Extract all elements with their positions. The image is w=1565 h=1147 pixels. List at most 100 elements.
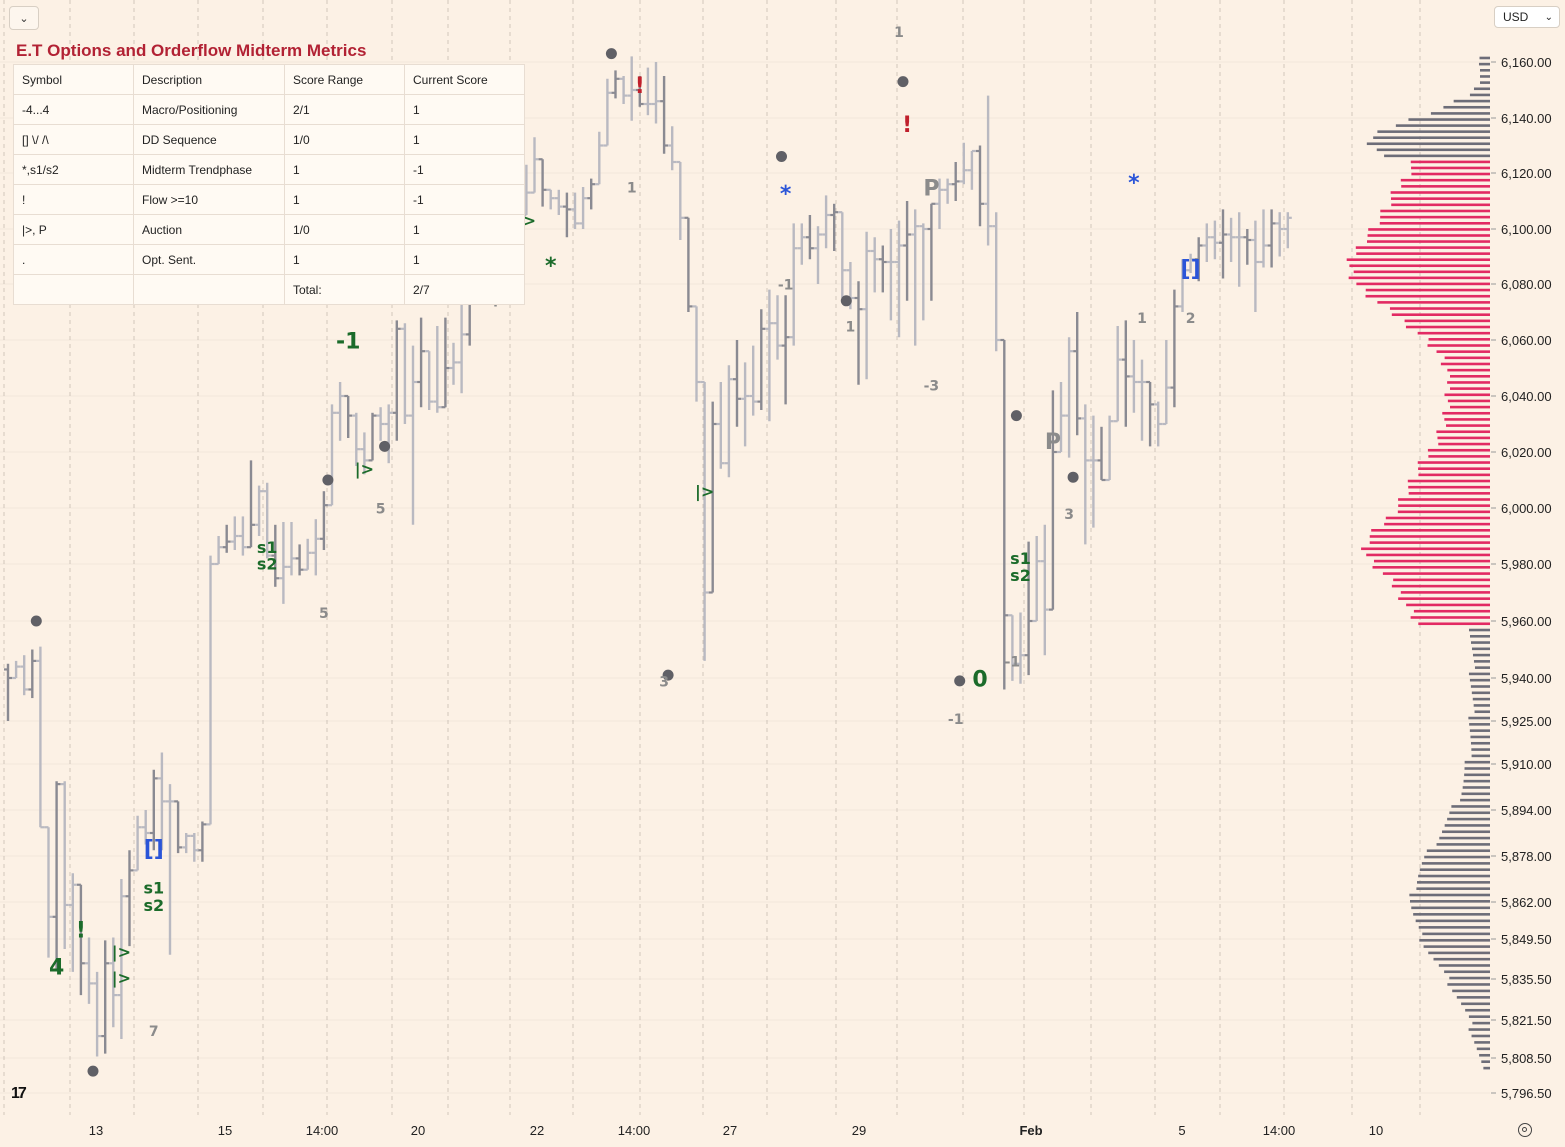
volume-profile-row — [1346, 258, 1490, 261]
volume-profile-row — [1410, 160, 1490, 164]
metrics-title: E.T Options and Orderflow Midterm Metric… — [16, 41, 367, 60]
signal-label: [] — [1181, 257, 1201, 282]
volume-profile-row — [1446, 424, 1490, 427]
volume-profile-row — [1438, 964, 1490, 967]
volume-profile-row — [1426, 849, 1490, 853]
volume-profile-row — [1418, 926, 1490, 929]
table-row: *,s1/s2 Midterm Trendphase 1 -1 — [13, 154, 525, 185]
volume-profile-row — [1365, 294, 1490, 298]
volume-profile-row — [1442, 411, 1490, 415]
table-cell: Midterm Trendphase — [133, 154, 285, 185]
signal-label: 5 — [376, 502, 386, 518]
volume-profile-row — [1468, 1028, 1490, 1031]
signal-label: 0 — [972, 668, 987, 693]
volume-profile-row — [1440, 362, 1490, 366]
tradingview-logo-icon[interactable]: 17 — [11, 1085, 27, 1102]
price-tick-label: 6,140.00 — [1501, 111, 1552, 126]
table-row: ! Flow >=10 1 -1 — [13, 184, 525, 215]
volume-profile-row — [1468, 672, 1490, 676]
volume-profile-row — [1408, 118, 1490, 121]
volume-profile-row — [1406, 603, 1490, 607]
price-tick-label: 5,960.00 — [1501, 614, 1552, 629]
table-cell: 1 — [284, 244, 405, 275]
signal-label: |> — [112, 943, 131, 963]
volume-profile-row — [1472, 697, 1490, 701]
price-axis[interactable]: 6,160.00 6,140.00 6,120.00 6,100.00 6,080.00… — [1491, 55, 1552, 1101]
volume-profile-row — [1470, 685, 1490, 688]
volume-profile-row — [1464, 767, 1490, 770]
volume-profile-row — [1427, 448, 1490, 452]
volume-profile-row — [1410, 900, 1490, 903]
volume-profile-row — [1391, 203, 1490, 207]
signal-label: 5 — [319, 606, 329, 622]
volume-profile-row — [1413, 609, 1490, 613]
signal-label: ! — [902, 113, 912, 138]
table-cell: *,s1/s2 — [13, 154, 134, 185]
volume-profile-row — [1424, 855, 1490, 859]
table-cell: |>, P — [13, 214, 134, 245]
volume-profile-row — [1469, 634, 1490, 638]
volume-profile-row — [1453, 99, 1490, 103]
signal-label: 3 — [1064, 507, 1074, 523]
volume-profile-row — [1408, 492, 1490, 495]
volume-profile-row — [1447, 983, 1490, 986]
volume-profile-row — [1408, 485, 1490, 489]
volume-profile-row — [1479, 56, 1490, 60]
table-cell: 1 — [404, 124, 525, 155]
table-cell: 1 — [404, 94, 525, 125]
volume-profile-row — [1428, 951, 1490, 955]
volume-profile-row — [1436, 843, 1490, 846]
signal-label: * — [1128, 171, 1140, 196]
total-label: Total: — [284, 274, 405, 305]
volume-profile-row — [1442, 830, 1490, 834]
volume-profile-row — [1433, 957, 1490, 961]
volume-profile — [1346, 56, 1490, 1070]
price-tick-label: 5,796.50 — [1501, 1086, 1552, 1101]
volume-profile-row — [1447, 817, 1490, 821]
volume-profile-row — [1427, 344, 1490, 347]
price-tick-label: 5,835.50 — [1501, 972, 1552, 987]
volume-profile-row — [1380, 215, 1490, 219]
volume-profile-row — [1436, 350, 1490, 353]
volume-profile-row — [1355, 246, 1490, 249]
volume-profile-row — [1472, 653, 1490, 657]
signal-label: s2 — [143, 896, 164, 915]
volume-profile-row — [1469, 729, 1490, 732]
price-tick-label: 6,080.00 — [1501, 277, 1552, 292]
volume-profile-row — [1462, 786, 1490, 789]
table-total-row: Total: 2/7 — [13, 274, 525, 305]
volume-profile-row — [1415, 919, 1490, 923]
volume-profile-row — [1365, 288, 1490, 292]
time-tick-label: 22 — [530, 1123, 544, 1138]
table-row: . Opt. Sent. 1 1 — [13, 244, 525, 275]
volume-profile-row — [1480, 81, 1490, 84]
signal-label: s2 — [257, 555, 278, 574]
volume-profile-row — [1449, 976, 1490, 980]
settings-icon[interactable] — [1518, 1123, 1532, 1137]
time-axis[interactable]: 13 15 14:00 20 22 14:00 27 29 Feb 5 14:00 10 — [89, 1123, 1383, 1138]
signal-label: 1 — [894, 25, 904, 41]
volume-profile-row — [1411, 172, 1490, 176]
volume-profile-row — [1469, 678, 1490, 682]
volume-profile-row — [1444, 970, 1490, 974]
collapse-button[interactable]: ⌄ — [9, 6, 39, 30]
volume-profile-row — [1368, 228, 1490, 231]
signal-label: |> — [355, 459, 374, 479]
volume-profile-row — [1444, 418, 1490, 421]
signal-label: 2 — [1186, 311, 1196, 327]
currency-dropdown[interactable]: USD ⌄ — [1494, 6, 1560, 28]
volume-profile-row — [1419, 868, 1490, 871]
price-tick-label: 5,878.00 — [1501, 849, 1552, 864]
volume-profile-row — [1464, 760, 1490, 764]
signal-label: P — [1045, 430, 1061, 455]
volume-profile-row — [1422, 932, 1490, 936]
chevron-down-icon: ⌄ — [19, 12, 29, 25]
volume-profile-row — [1401, 185, 1490, 188]
signal-label: -1 — [778, 278, 794, 294]
table-cell: Opt. Sent. — [133, 244, 285, 275]
signal-label: 1 — [627, 181, 637, 197]
volume-profile-row — [1349, 264, 1490, 268]
volume-profile-row — [1471, 748, 1490, 751]
table-cell: 1 — [284, 184, 405, 215]
signal-dot — [605, 48, 617, 60]
